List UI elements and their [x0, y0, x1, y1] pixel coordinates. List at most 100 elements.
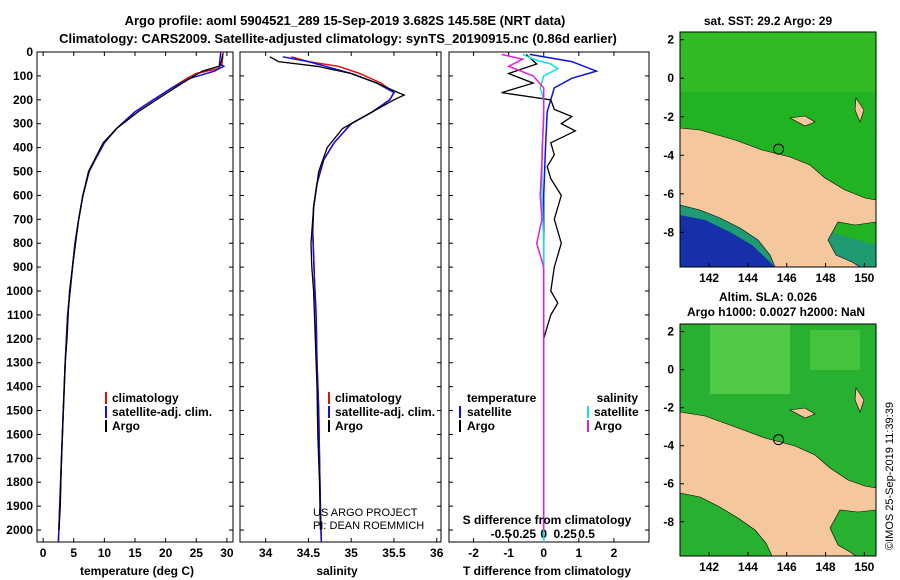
- pi-note: PI: DEAN ROEMMICH: [313, 520, 424, 532]
- difference-lines: [501, 53, 599, 542]
- temperature-panel: 0100200300400500600700800900100011001200…: [6, 45, 234, 578]
- x-tick-label: -2: [468, 546, 479, 560]
- series-s-satellite: [522, 53, 560, 542]
- salinity-depth-ticks: [240, 51, 441, 531]
- sst-map-band: [680, 32, 876, 92]
- sst-map-panel: sat. SST: 29.2 Argo: 29 142 144 146 148 150 2…: [663, 14, 877, 285]
- x-tick-label: 10: [98, 546, 112, 560]
- legend-satellite: satellite-adj. clim.: [112, 405, 212, 419]
- sla-map-argo-marker: [773, 434, 785, 446]
- sst-map-frame: [679, 31, 877, 268]
- depth-tick-label: 2000: [6, 523, 33, 537]
- map-y-tick-label: 0: [667, 363, 674, 377]
- map-x-tick-label: 148: [816, 560, 836, 574]
- salinity-xlabel: salinity: [316, 564, 358, 578]
- map-y-tick-label: -6: [663, 187, 674, 201]
- legend-climatology: climatology: [112, 391, 179, 405]
- depth-tick-label: 0: [26, 45, 33, 59]
- map-y-tick-label: 2: [667, 325, 674, 339]
- depth-tick-label: 400: [13, 141, 33, 155]
- x-tick-label: 36: [430, 546, 444, 560]
- x-tick-label: 1: [575, 546, 582, 560]
- depth-tick-label: 500: [13, 165, 33, 179]
- depth-tick-label: 600: [13, 188, 33, 202]
- sst-map-argo-marker: [773, 143, 785, 155]
- depth-tick-label: 1600: [6, 427, 33, 441]
- depth-tick-label: 1400: [6, 380, 33, 394]
- sst-map-land: [679, 127, 877, 268]
- s-tick-label: 0.5: [578, 527, 595, 541]
- sla-map-frame: [679, 323, 877, 557]
- temperature-x-ticks: 0 5 10 15 20 25 30: [40, 52, 234, 560]
- map-y-tick-label: -4: [663, 148, 674, 162]
- x-tick-label: 0: [540, 546, 547, 560]
- x-tick-label: 5: [70, 546, 77, 560]
- legend-climatology: climatology: [335, 391, 402, 405]
- legend-salinity-title: salinity: [597, 391, 639, 405]
- figure-title-line2: Climatology: CARS2009. Satellite-adjuste…: [59, 31, 617, 46]
- legend-s-satellite: satellite: [594, 405, 639, 419]
- legend-t-satellite: satellite: [467, 405, 512, 419]
- sla-map-title-line2: Argo h1000: 0.0027 h2000: NaN: [687, 305, 865, 319]
- sst-map-island: [789, 115, 816, 127]
- difference-xlabel: T difference from climatology: [463, 564, 631, 578]
- x-tick-label: -1: [503, 546, 514, 560]
- project-note: US ARGO PROJECT: [313, 507, 418, 519]
- map-x-tick-label: 142: [699, 271, 719, 285]
- salinity-legend: climatology satellite-adj. clim. Argo: [328, 391, 435, 433]
- map-x-tick-label: 144: [738, 271, 758, 285]
- temperature-plot-frame: [36, 51, 234, 543]
- map-y-tick-label: -2: [663, 110, 674, 124]
- series-t-argo: [501, 53, 577, 530]
- s-tick-label: 0.25: [553, 527, 577, 541]
- temperature-xlabel: temperature (deg C): [80, 564, 194, 578]
- s-tick-label: -0.25: [509, 527, 537, 541]
- difference-plot-frame: [448, 51, 650, 543]
- x-tick-label: 34: [259, 546, 273, 560]
- depth-tick-label: 700: [13, 212, 33, 226]
- difference-panel: -2 -1 0 1 2 -0.5-0.25 0 0.25 0.5 T difference f…: [448, 51, 650, 578]
- x-tick-label: 2: [611, 546, 618, 560]
- imos-stamp: ©IMOS 25-Sep-2019 11:39:39: [884, 402, 896, 550]
- legend-t-argo: Argo: [467, 419, 495, 433]
- salinity-lines: [269, 56, 406, 543]
- map-x-tick-label: 148: [816, 271, 836, 285]
- sla-map-land: [679, 411, 877, 557]
- x-tick-label: 20: [159, 546, 173, 560]
- depth-tick-label: 1000: [6, 284, 33, 298]
- temperature-legend: climatology satellite-adj. clim. Argo: [105, 391, 212, 433]
- map-y-tick-label: -4: [663, 439, 674, 453]
- depth-tick-label: 1800: [6, 475, 33, 489]
- depth-tick-label: 1300: [6, 356, 33, 370]
- series-argo: [58, 54, 224, 531]
- legend-satellite: satellite-adj. clim.: [335, 405, 435, 419]
- map-x-tick-label: 146: [777, 560, 797, 574]
- salinity-plot-frame: [239, 51, 442, 543]
- depth-tick-label: 1900: [6, 499, 33, 513]
- depth-tick-label: 1200: [6, 332, 33, 346]
- difference-x2label: S difference from climatology: [463, 513, 632, 527]
- sla-map-island: [789, 407, 816, 419]
- legend-argo: Argo: [335, 419, 363, 433]
- depth-tick-label: 1100: [7, 308, 33, 322]
- depth-tick-label: 200: [13, 93, 33, 107]
- map-y-tick-label: -8: [663, 515, 674, 529]
- series-argo: [269, 56, 406, 531]
- sla-map-island-east: [854, 387, 865, 413]
- figure-title-line1: Argo profile: aoml 5904521_289 15-Sep-20…: [125, 13, 566, 28]
- legend-argo: Argo: [112, 419, 140, 433]
- difference-s-ticks: -0.5-0.25 0 0.25 0.5: [491, 527, 596, 541]
- depth-tick-label: 1700: [6, 451, 33, 465]
- map-y-tick-label: 2: [667, 33, 674, 47]
- sst-map-title: sat. SST: 29.2 Argo: 29: [704, 14, 833, 28]
- depth-tick-label: 300: [13, 117, 33, 131]
- x-tick-label: 0: [40, 546, 47, 560]
- map-x-tick-label: 144: [738, 560, 758, 574]
- map-y-tick-label: 0: [667, 71, 674, 85]
- map-x-tick-label: 142: [699, 560, 719, 574]
- temperature-lines: [57, 51, 226, 543]
- map-x-tick-label: 150: [854, 560, 874, 574]
- x-tick-label: 35: [345, 546, 359, 560]
- series-s-argo: [501, 53, 545, 530]
